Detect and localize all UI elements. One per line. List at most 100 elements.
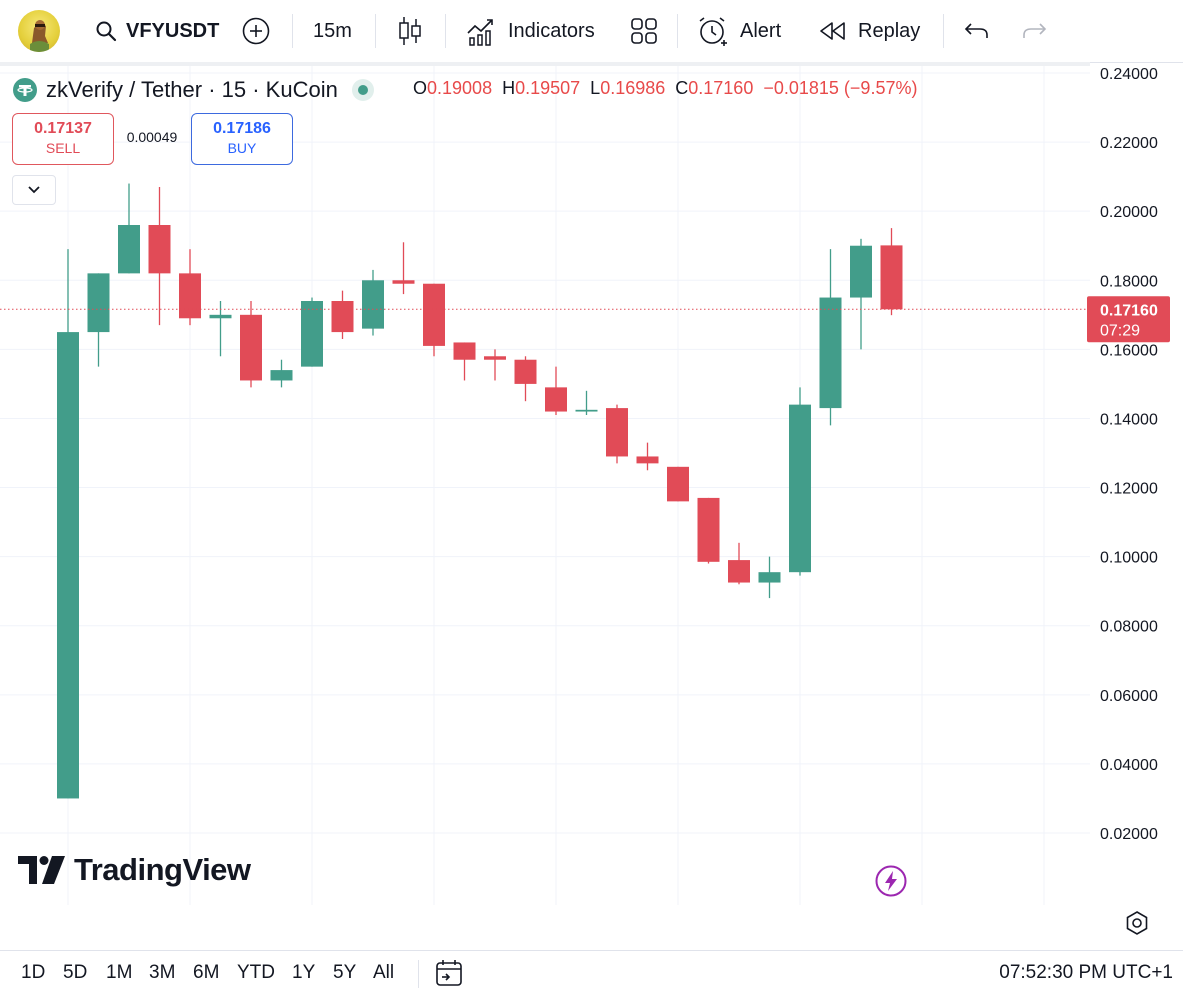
candle[interactable] [697, 497, 720, 564]
candle[interactable] [667, 466, 689, 502]
candle[interactable] [87, 273, 110, 367]
buy-button[interactable]: 0.17186 BUY [191, 113, 293, 165]
toolbar-divider [943, 14, 944, 48]
last-price-tag[interactable]: 0.17160 07:29 [1087, 296, 1170, 343]
period-button-all[interactable]: All [373, 962, 395, 983]
candle[interactable] [758, 556, 781, 599]
avatar-image [30, 20, 49, 52]
search-icon [96, 21, 117, 42]
y-tick-label: 0.14000 [1100, 411, 1158, 428]
candle[interactable] [240, 301, 262, 388]
candle[interactable] [789, 387, 811, 576]
candle[interactable] [209, 301, 232, 357]
period-button-1d[interactable]: 1D [21, 962, 46, 983]
calendar-range-icon[interactable] [434, 958, 464, 988]
timezone-clock[interactable]: 07:52:30 PM UTC+1 [999, 962, 1173, 983]
replay-button[interactable]: Replay [819, 12, 920, 50]
alert-icon [699, 17, 727, 46]
symbol-legend[interactable]: zkVerify / Tether · 15 · KuCoin [12, 76, 374, 104]
candle[interactable] [179, 249, 201, 326]
candle[interactable] [301, 297, 323, 367]
tradingview-logo[interactable]: TradingView [18, 852, 251, 888]
price-chart[interactable]: 0.24000 0.22000 0.20000 0.18000 0.16000 0.140… [0, 66, 1183, 906]
candles-icon [399, 17, 421, 45]
last-price-tag-bg [1087, 296, 1170, 343]
symbol-search[interactable]: VFYUSDT [95, 12, 219, 50]
chart-type-button[interactable] [397, 12, 423, 50]
candle-body [606, 408, 628, 457]
legend-symbol-title: zkVerify / Tether · 15 · KuCoin [46, 77, 338, 102]
candle-body [667, 466, 689, 502]
candle[interactable] [118, 183, 140, 274]
candle[interactable] [728, 542, 750, 585]
candle[interactable] [606, 404, 628, 464]
alert-button[interactable]: Alert [697, 12, 781, 50]
candle[interactable] [331, 290, 354, 339]
period-button-1m[interactable]: 1M [106, 962, 133, 983]
candle[interactable] [423, 283, 445, 357]
market-status-indicator[interactable] [351, 79, 374, 101]
candle-body [179, 273, 201, 319]
indicators-button[interactable]: Indicators [466, 12, 595, 50]
candle-body [758, 572, 781, 583]
close-key: C [675, 78, 689, 98]
candle[interactable] [362, 269, 384, 336]
period-button-3m[interactable]: 3M [149, 962, 176, 983]
avatar[interactable] [18, 10, 60, 52]
symbol-label: VFYUSDT [126, 19, 220, 42]
candle[interactable] [575, 390, 598, 415]
period-button-ytd[interactable]: YTD [237, 962, 275, 983]
candle-body [362, 280, 384, 329]
candle[interactable] [545, 366, 567, 415]
candle[interactable] [453, 342, 476, 381]
candle[interactable] [484, 349, 506, 381]
candle-body [423, 283, 445, 346]
settings-icon[interactable] [1124, 910, 1150, 936]
period-button-6m[interactable]: 6M [193, 962, 220, 983]
legend-collapse-button[interactable] [12, 175, 56, 205]
interval-button[interactable]: 15m [313, 12, 352, 50]
candle[interactable] [636, 442, 659, 471]
layout-button[interactable] [630, 12, 658, 50]
candle-body [240, 314, 262, 381]
candle-body [57, 332, 79, 799]
y-tick-label: 0.18000 [1100, 273, 1158, 290]
candle[interactable] [148, 187, 171, 326]
status-dot [357, 85, 368, 95]
candle[interactable] [57, 249, 79, 799]
candle-body [118, 225, 140, 274]
sell-button[interactable]: 0.17137 SELL [12, 113, 114, 165]
toolbar-divider [445, 14, 446, 48]
compare-symbol-button[interactable] [241, 12, 271, 50]
ohlc-values: O 0.19008 H 0.19507 L 0.16986 C 0.17160 … [413, 78, 927, 99]
candle-body [209, 314, 232, 319]
buy-price: 0.17186 [213, 120, 271, 137]
tradingview-logo-icon [18, 856, 65, 884]
lightning-icon[interactable] [875, 865, 907, 897]
candle-body [789, 404, 811, 573]
toolbar-divider [418, 960, 419, 988]
period-button-5y[interactable]: 5Y [333, 962, 357, 983]
candle-body [728, 560, 750, 583]
candle-body [697, 497, 720, 562]
candle[interactable] [850, 238, 872, 350]
y-tick-label: 0.02000 [1100, 826, 1158, 843]
redo-button[interactable] [1021, 12, 1047, 50]
close-value: 0.17160 [688, 78, 754, 98]
candle[interactable] [270, 359, 293, 388]
candle-body [514, 359, 537, 384]
candle[interactable] [392, 242, 415, 295]
period-button-1y[interactable]: 1Y [292, 962, 316, 983]
y-tick-label: 0.06000 [1100, 688, 1158, 705]
candle-body [331, 301, 354, 333]
high-value: 0.19507 [515, 78, 581, 98]
period-button-5d[interactable]: 5D [63, 962, 88, 983]
undo-button[interactable] [964, 12, 990, 50]
high-key: H [502, 78, 516, 98]
candle[interactable] [880, 228, 903, 316]
toolbar-divider [677, 14, 678, 48]
y-tick-label: 0.20000 [1100, 204, 1158, 221]
candle[interactable] [819, 249, 842, 426]
price-axis: 0.24000 0.22000 0.20000 0.18000 0.16000 0.140… [1087, 66, 1170, 843]
candle[interactable] [514, 356, 537, 402]
